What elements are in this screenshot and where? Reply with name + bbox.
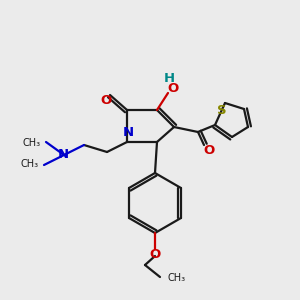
- Text: S: S: [217, 104, 227, 118]
- Text: O: O: [167, 82, 178, 94]
- Text: H: H: [164, 73, 175, 85]
- Text: CH₃: CH₃: [23, 138, 41, 148]
- Text: N: N: [122, 127, 134, 140]
- Text: O: O: [100, 94, 112, 106]
- Text: O: O: [149, 248, 161, 260]
- Text: CH₃: CH₃: [168, 273, 186, 283]
- Text: CH₃: CH₃: [21, 159, 39, 169]
- Text: O: O: [203, 143, 214, 157]
- Text: N: N: [57, 148, 69, 160]
